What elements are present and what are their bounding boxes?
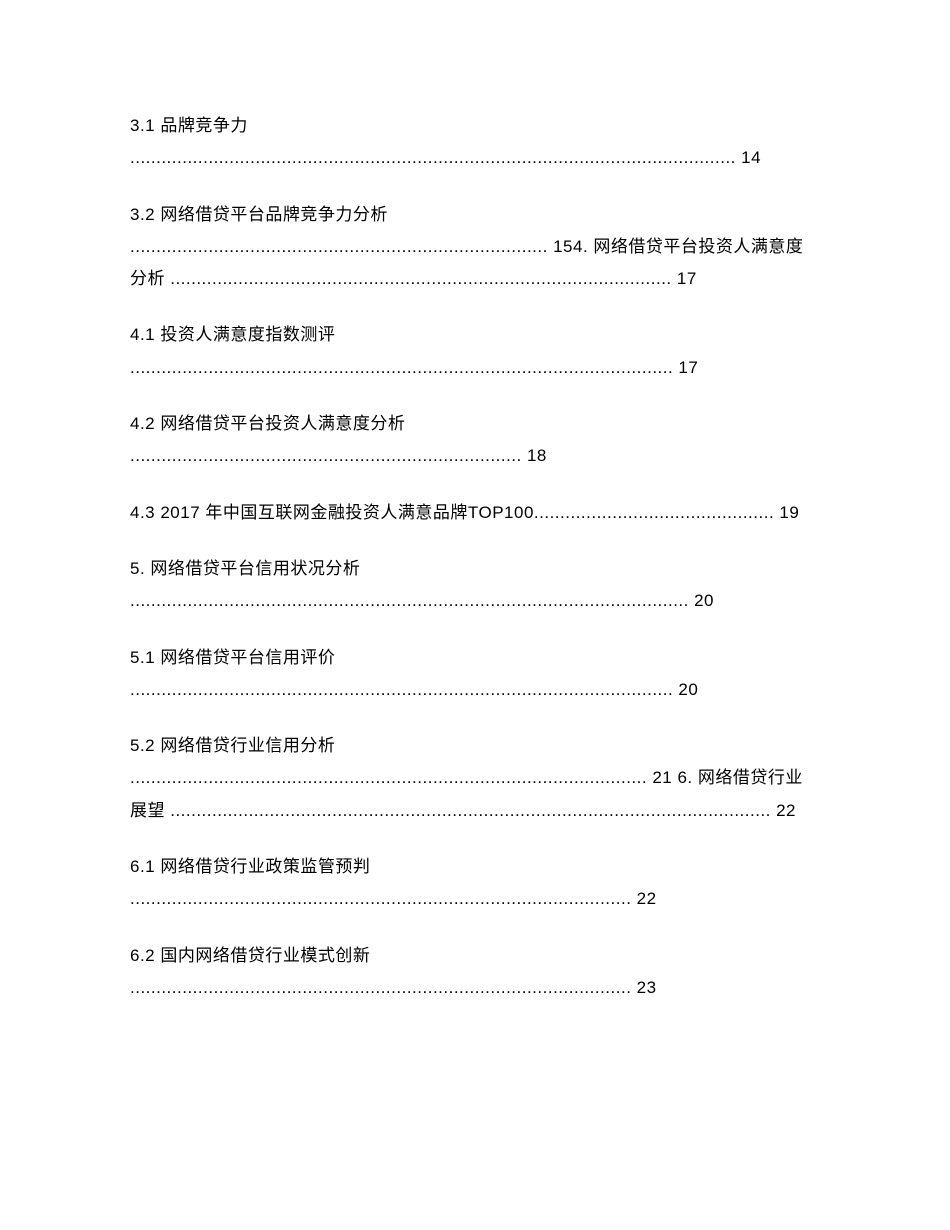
- toc-entry: 5. 网络借贷平台信用状况分析 ........................…: [130, 553, 820, 618]
- toc-entry-title: 6.2 国内网络借贷行业模式创新: [130, 940, 820, 972]
- toc-entry: 4.3 2017 年中国互联网金融投资人满意品牌TOP100..........…: [130, 497, 820, 529]
- toc-entry-dots: ........................................…: [130, 972, 820, 1004]
- toc-entry: 6.1 网络借贷行业政策监管预判 .......................…: [130, 851, 820, 916]
- toc-entry-dots-inline: ........................................…: [534, 503, 799, 522]
- toc-container: 3.1 品牌竞争力 ..............................…: [130, 110, 820, 1004]
- toc-entry: 4.2 网络借贷平台投资人满意度分析 .....................…: [130, 408, 820, 473]
- toc-entry: 4.1 投资人满意度指数测评 .........................…: [130, 319, 820, 384]
- toc-entry: 5.1 网络借贷平台信用评价 .........................…: [130, 642, 820, 707]
- toc-entry: 3.1 品牌竞争力 ..............................…: [130, 110, 820, 175]
- toc-entry-title: 3.2 网络借贷平台品牌竞争力分析: [130, 199, 820, 231]
- toc-entry-dots: ........................................…: [130, 352, 820, 384]
- toc-entry-dots: ........................................…: [130, 674, 820, 706]
- toc-entry-title: 3.1 品牌竞争力: [130, 110, 820, 142]
- toc-entry-title: 4.1 投资人满意度指数测评: [130, 319, 820, 351]
- toc-entry: 5.2 网络借贷行业信用分析 .........................…: [130, 730, 820, 827]
- toc-entry-title: 6.1 网络借贷行业政策监管预判: [130, 851, 820, 883]
- toc-entry-dots: 4.3 2017 年中国互联网金融投资人满意品牌TOP100..........…: [130, 497, 820, 529]
- toc-entry-title: 4.2 网络借贷平台投资人满意度分析: [130, 408, 820, 440]
- toc-entry-dots: ........................................…: [130, 440, 820, 472]
- toc-entry-dots: ........................................…: [130, 231, 820, 296]
- toc-entry-title-inline: 4.3 2017 年中国互联网金融投资人满意品牌TOP100: [130, 503, 534, 522]
- toc-entry: 6.2 国内网络借贷行业模式创新 .......................…: [130, 940, 820, 1005]
- toc-entry-title: 5. 网络借贷平台信用状况分析: [130, 553, 820, 585]
- toc-entry-title: 5.1 网络借贷平台信用评价: [130, 642, 820, 674]
- toc-entry-dots: ........................................…: [130, 883, 820, 915]
- toc-entry-dots: ........................................…: [130, 142, 820, 174]
- toc-entry: 3.2 网络借贷平台品牌竞争力分析 ......................…: [130, 199, 820, 296]
- toc-entry-dots: ........................................…: [130, 585, 820, 617]
- toc-entry-dots: ........................................…: [130, 762, 820, 827]
- toc-entry-title: 5.2 网络借贷行业信用分析: [130, 730, 820, 762]
